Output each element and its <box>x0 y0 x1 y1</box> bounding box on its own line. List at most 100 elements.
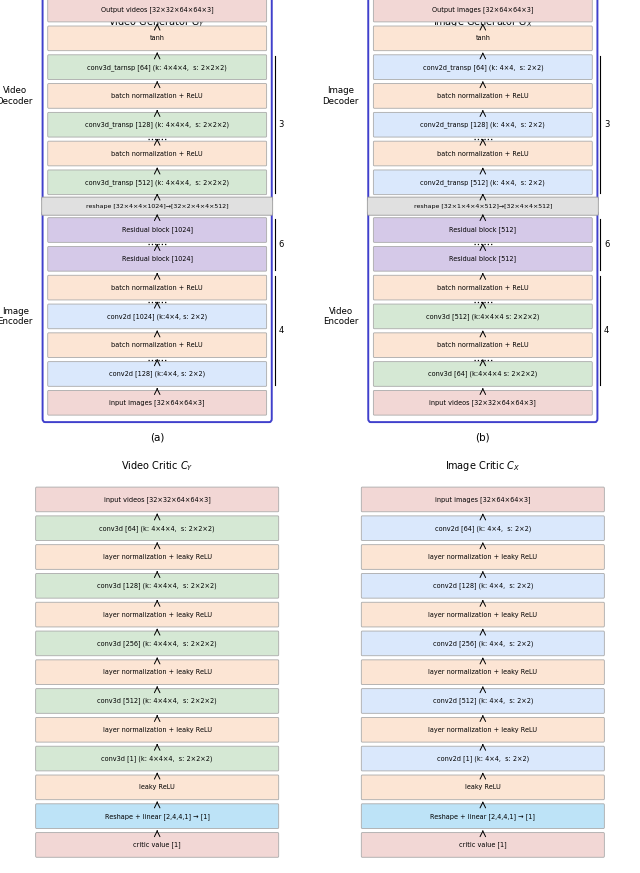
FancyBboxPatch shape <box>48 55 267 79</box>
FancyBboxPatch shape <box>48 275 267 300</box>
Text: input videos [32×32×64×64×3]: input videos [32×32×64×64×3] <box>429 399 536 406</box>
Text: layer normalization + leaky ReLU: layer normalization + leaky ReLU <box>428 554 538 560</box>
Text: layer normalization + leaky ReLU: layer normalization + leaky ReLU <box>102 612 212 617</box>
FancyBboxPatch shape <box>48 113 267 137</box>
FancyBboxPatch shape <box>362 487 604 512</box>
FancyBboxPatch shape <box>362 631 604 656</box>
Text: conv3d_transp [128] (k: 4×4×4,  s: 2×2×2): conv3d_transp [128] (k: 4×4×4, s: 2×2×2) <box>85 121 229 128</box>
Text: Video
Decoder: Video Decoder <box>0 86 33 106</box>
FancyBboxPatch shape <box>373 361 592 387</box>
Text: conv2d [64] (k: 4×4,  s: 2×2): conv2d [64] (k: 4×4, s: 2×2) <box>435 525 531 532</box>
Text: reshape [32×1×4×4×512]→[32×4×4×512]: reshape [32×1×4×4×512]→[32×4×4×512] <box>413 203 552 209</box>
Text: Reshape + linear [2,4,4,1] → [1]: Reshape + linear [2,4,4,1] → [1] <box>430 813 535 820</box>
FancyBboxPatch shape <box>362 746 604 771</box>
FancyBboxPatch shape <box>373 304 592 329</box>
FancyBboxPatch shape <box>362 775 604 800</box>
FancyBboxPatch shape <box>362 602 604 627</box>
Text: Image
Encoder: Image Encoder <box>0 306 33 327</box>
Text: batch normalization + ReLU: batch normalization + ReLU <box>111 93 203 99</box>
Text: conv3d [512] (k: 4×4×4,  s: 2×2×2): conv3d [512] (k: 4×4×4, s: 2×2×2) <box>97 698 217 705</box>
Text: conv3d_transp [512] (k: 4×4×4,  s: 2×2×2): conv3d_transp [512] (k: 4×4×4, s: 2×2×2) <box>85 179 229 186</box>
FancyBboxPatch shape <box>373 26 592 51</box>
Text: layer normalization + leaky ReLU: layer normalization + leaky ReLU <box>428 726 538 732</box>
Text: Image Generator $G_X$: Image Generator $G_X$ <box>433 15 533 29</box>
Text: batch normalization + ReLU: batch normalization + ReLU <box>437 285 529 291</box>
Text: batch normalization + ReLU: batch normalization + ReLU <box>437 150 529 156</box>
Text: batch normalization + ReLU: batch normalization + ReLU <box>437 93 529 99</box>
Text: Output images [32×64×64×3]: Output images [32×64×64×3] <box>432 6 534 13</box>
Text: 3: 3 <box>604 120 609 129</box>
Text: 6: 6 <box>278 240 284 249</box>
Text: conv2d [1024] (k:4×4, s: 2×2): conv2d [1024] (k:4×4, s: 2×2) <box>107 313 207 320</box>
FancyBboxPatch shape <box>362 516 604 540</box>
FancyBboxPatch shape <box>48 304 267 329</box>
Text: conv3d [64] (k:4×4×4 s: 2×2×2): conv3d [64] (k:4×4×4 s: 2×2×2) <box>428 371 538 377</box>
FancyBboxPatch shape <box>362 545 604 569</box>
Text: Video Critic $C_Y$: Video Critic $C_Y$ <box>121 459 193 473</box>
FancyBboxPatch shape <box>36 718 278 742</box>
Text: layer normalization + leaky ReLU: layer normalization + leaky ReLU <box>428 670 538 675</box>
FancyBboxPatch shape <box>48 246 267 272</box>
FancyBboxPatch shape <box>48 333 267 358</box>
Text: Output videos [32×32×64×64×3]: Output videos [32×32×64×64×3] <box>101 6 214 13</box>
FancyBboxPatch shape <box>36 833 278 857</box>
FancyBboxPatch shape <box>48 361 267 387</box>
FancyBboxPatch shape <box>36 631 278 656</box>
FancyBboxPatch shape <box>48 26 267 51</box>
Text: 6: 6 <box>604 240 609 249</box>
Text: tanh: tanh <box>476 35 490 41</box>
Text: (a): (a) <box>150 432 164 443</box>
FancyBboxPatch shape <box>373 0 592 22</box>
Text: reshape [32×4×4×1024]→[32×2×4×4×512]: reshape [32×4×4×1024]→[32×2×4×4×512] <box>86 203 228 209</box>
Text: conv3d_tarnsp [64] (k: 4×4×4,  s: 2×2×2): conv3d_tarnsp [64] (k: 4×4×4, s: 2×2×2) <box>87 64 227 71</box>
Text: batch normalization + ReLU: batch normalization + ReLU <box>111 150 203 156</box>
Text: conv3d [256] (k: 4×4×4,  s: 2×2×2): conv3d [256] (k: 4×4×4, s: 2×2×2) <box>97 640 217 647</box>
FancyBboxPatch shape <box>36 487 278 512</box>
FancyBboxPatch shape <box>36 574 278 598</box>
FancyBboxPatch shape <box>36 804 278 828</box>
Text: conv2d_transp [64] (k: 4×4,  s: 2×2): conv2d_transp [64] (k: 4×4, s: 2×2) <box>422 64 543 71</box>
Text: Reshape + linear [2,4,4,1] → [1]: Reshape + linear [2,4,4,1] → [1] <box>105 813 210 820</box>
FancyBboxPatch shape <box>36 602 278 627</box>
Text: Residual block [1024]: Residual block [1024] <box>122 227 193 233</box>
FancyBboxPatch shape <box>367 197 598 216</box>
FancyBboxPatch shape <box>373 217 592 243</box>
FancyBboxPatch shape <box>48 170 267 195</box>
FancyBboxPatch shape <box>373 55 592 79</box>
Text: conv3d [1] (k: 4×4×4,  s: 2×2×2): conv3d [1] (k: 4×4×4, s: 2×2×2) <box>102 755 213 762</box>
Text: Image Critic $C_X$: Image Critic $C_X$ <box>445 459 520 473</box>
Text: Residual block [1024]: Residual block [1024] <box>122 256 193 262</box>
Text: input images [32×64×64×3]: input images [32×64×64×3] <box>109 399 205 406</box>
Text: Video
Encoder: Video Encoder <box>323 306 358 327</box>
Text: 3: 3 <box>278 120 284 129</box>
Text: conv2d_transp [512] (k: 4×4,  s: 2×2): conv2d_transp [512] (k: 4×4, s: 2×2) <box>420 179 545 186</box>
Text: critic value [1]: critic value [1] <box>459 842 507 849</box>
FancyBboxPatch shape <box>36 775 278 800</box>
Text: conv2d [128] (k: 4×4,  s: 2×2): conv2d [128] (k: 4×4, s: 2×2) <box>433 582 533 589</box>
FancyBboxPatch shape <box>362 804 604 828</box>
Text: tanh: tanh <box>150 35 164 41</box>
FancyBboxPatch shape <box>373 84 592 108</box>
FancyBboxPatch shape <box>48 390 267 415</box>
FancyBboxPatch shape <box>362 574 604 598</box>
Text: input videos [32×32×64×64×3]: input videos [32×32×64×64×3] <box>104 496 211 503</box>
Text: layer normalization + leaky ReLU: layer normalization + leaky ReLU <box>102 726 212 732</box>
FancyBboxPatch shape <box>373 333 592 358</box>
Text: conv2d [256] (k: 4×4,  s: 2×2): conv2d [256] (k: 4×4, s: 2×2) <box>433 640 533 647</box>
Text: leaky ReLU: leaky ReLU <box>465 784 500 790</box>
FancyBboxPatch shape <box>48 141 267 166</box>
FancyBboxPatch shape <box>373 275 592 300</box>
Text: Residual block [512]: Residual block [512] <box>449 256 516 262</box>
FancyBboxPatch shape <box>373 141 592 166</box>
Text: Image
Decoder: Image Decoder <box>322 86 358 106</box>
FancyBboxPatch shape <box>48 84 267 108</box>
Text: conv3d [128] (k: 4×4×4,  s: 2×2×2): conv3d [128] (k: 4×4×4, s: 2×2×2) <box>97 582 217 589</box>
FancyBboxPatch shape <box>373 246 592 272</box>
FancyBboxPatch shape <box>362 689 604 713</box>
FancyBboxPatch shape <box>48 217 267 243</box>
Text: Video Generator $G_Y$: Video Generator $G_Y$ <box>109 15 206 29</box>
Text: conv2d [512] (k: 4×4,  s: 2×2): conv2d [512] (k: 4×4, s: 2×2) <box>433 698 533 705</box>
FancyBboxPatch shape <box>373 390 592 415</box>
Text: batch normalization + ReLU: batch normalization + ReLU <box>111 285 203 291</box>
FancyBboxPatch shape <box>36 660 278 684</box>
